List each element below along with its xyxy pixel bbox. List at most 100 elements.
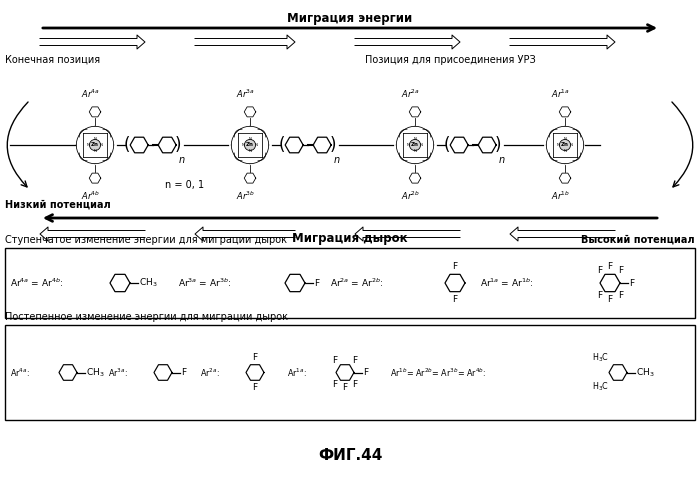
Polygon shape xyxy=(285,137,303,153)
Polygon shape xyxy=(313,137,331,153)
Text: (: ( xyxy=(124,136,130,154)
Text: F: F xyxy=(618,266,623,275)
Text: F: F xyxy=(253,384,258,392)
Text: (: ( xyxy=(444,136,450,154)
Text: Постепенное изменение энергии для миграции дырок: Постепенное изменение энергии для миграц… xyxy=(5,312,288,322)
Text: F: F xyxy=(181,368,186,377)
Polygon shape xyxy=(573,153,581,161)
Polygon shape xyxy=(234,129,242,137)
Text: CH$_3$: CH$_3$ xyxy=(86,366,104,379)
Text: Zn: Zn xyxy=(91,143,99,147)
Text: Ar$^{3a}$ = Ar$^{3b}$:: Ar$^{3a}$ = Ar$^{3b}$: xyxy=(178,277,232,289)
Text: N: N xyxy=(94,136,97,141)
Polygon shape xyxy=(110,274,130,292)
Text: Zn: Zn xyxy=(246,143,254,147)
Text: F: F xyxy=(332,356,337,365)
Text: F: F xyxy=(332,380,337,389)
Polygon shape xyxy=(40,35,145,49)
Text: Ar$^{2a}$ = Ar$^{2b}$:: Ar$^{2a}$ = Ar$^{2b}$: xyxy=(330,277,384,289)
Text: F: F xyxy=(253,352,258,362)
Polygon shape xyxy=(450,137,468,153)
Bar xyxy=(5,248,695,318)
Polygon shape xyxy=(355,35,460,49)
Text: N: N xyxy=(94,149,97,153)
Polygon shape xyxy=(445,274,465,292)
Text: H$_3$C: H$_3$C xyxy=(592,381,609,393)
Text: N: N xyxy=(570,143,573,147)
Circle shape xyxy=(410,139,421,150)
Text: Высокий потенциал: Высокий потенциал xyxy=(582,235,695,245)
Polygon shape xyxy=(510,35,615,49)
Polygon shape xyxy=(336,365,354,380)
Text: Миграция энергии: Миграция энергии xyxy=(288,12,412,25)
Text: F: F xyxy=(342,384,348,392)
Text: ): ) xyxy=(175,136,181,154)
Text: Ступенчатое изменение энергии для миграции дырок: Ступенчатое изменение энергии для миграц… xyxy=(5,235,287,245)
Polygon shape xyxy=(103,129,111,137)
Polygon shape xyxy=(103,153,111,161)
Circle shape xyxy=(244,139,256,150)
Text: Ar$^{2a}$:: Ar$^{2a}$: xyxy=(200,366,220,379)
Text: H$_3$C: H$_3$C xyxy=(592,351,609,364)
Polygon shape xyxy=(59,365,77,380)
Polygon shape xyxy=(423,129,430,137)
Text: Конечная позиция: Конечная позиция xyxy=(5,55,100,65)
Polygon shape xyxy=(609,365,627,380)
Text: F: F xyxy=(618,291,623,300)
Text: N: N xyxy=(564,136,566,141)
Text: N: N xyxy=(557,143,560,147)
Text: F: F xyxy=(452,295,458,304)
Text: F: F xyxy=(608,262,612,271)
Text: Zn: Zn xyxy=(561,143,569,147)
Polygon shape xyxy=(244,107,256,117)
Text: F: F xyxy=(363,368,368,377)
Text: N: N xyxy=(248,149,251,153)
Text: Ar$^{3a}$: Ar$^{3a}$ xyxy=(236,88,254,100)
Polygon shape xyxy=(399,153,407,161)
Text: Позиция для присоединения УРЗ: Позиция для присоединения УРЗ xyxy=(365,55,536,65)
Polygon shape xyxy=(154,365,172,380)
Polygon shape xyxy=(399,129,407,137)
Text: Низкий потенциал: Низкий потенциал xyxy=(5,200,111,210)
Text: Ar$^{1b}$= Ar$^{2b}$= Ar$^{3b}$= Ar$^{4b}$:: Ar$^{1b}$= Ar$^{2b}$= Ar$^{3b}$= Ar$^{4b… xyxy=(390,366,486,379)
Polygon shape xyxy=(258,153,266,161)
Text: Ar$^{1a}$ = Ar$^{1b}$:: Ar$^{1a}$ = Ar$^{1b}$: xyxy=(480,277,533,289)
Text: Ar$^{1b}$: Ar$^{1b}$ xyxy=(551,190,569,202)
Text: N: N xyxy=(414,149,416,153)
Polygon shape xyxy=(89,173,101,183)
Text: n: n xyxy=(179,155,186,165)
Text: N: N xyxy=(87,143,90,147)
Text: N: N xyxy=(414,136,416,141)
Polygon shape xyxy=(244,173,256,183)
Text: Zn: Zn xyxy=(411,143,419,147)
Text: Ar$^{1a}$: Ar$^{1a}$ xyxy=(551,88,569,100)
Text: F: F xyxy=(314,279,319,287)
Text: Ar$^{2b}$: Ar$^{2b}$ xyxy=(400,190,419,202)
Text: N: N xyxy=(248,136,251,141)
Polygon shape xyxy=(410,107,421,117)
Polygon shape xyxy=(258,129,266,137)
Polygon shape xyxy=(40,227,145,241)
Text: N: N xyxy=(564,149,566,153)
Text: F: F xyxy=(608,295,612,304)
Polygon shape xyxy=(550,153,557,161)
Text: Ar$^{4b}$: Ar$^{4b}$ xyxy=(80,190,99,202)
Polygon shape xyxy=(510,227,615,241)
Polygon shape xyxy=(89,107,101,117)
Polygon shape xyxy=(478,137,496,153)
Text: F: F xyxy=(629,279,634,287)
Text: F: F xyxy=(452,262,458,271)
Text: N: N xyxy=(255,143,258,147)
Circle shape xyxy=(559,139,570,150)
Text: ): ) xyxy=(330,136,337,154)
Polygon shape xyxy=(559,173,570,183)
Polygon shape xyxy=(79,153,87,161)
Text: F: F xyxy=(597,291,602,300)
Circle shape xyxy=(90,139,101,150)
Polygon shape xyxy=(246,365,264,380)
Text: Ar$^{4a}$: Ar$^{4a}$ xyxy=(80,88,99,100)
Polygon shape xyxy=(423,153,430,161)
Text: F: F xyxy=(352,356,358,365)
Text: (: ( xyxy=(279,136,286,154)
Text: N: N xyxy=(242,143,245,147)
